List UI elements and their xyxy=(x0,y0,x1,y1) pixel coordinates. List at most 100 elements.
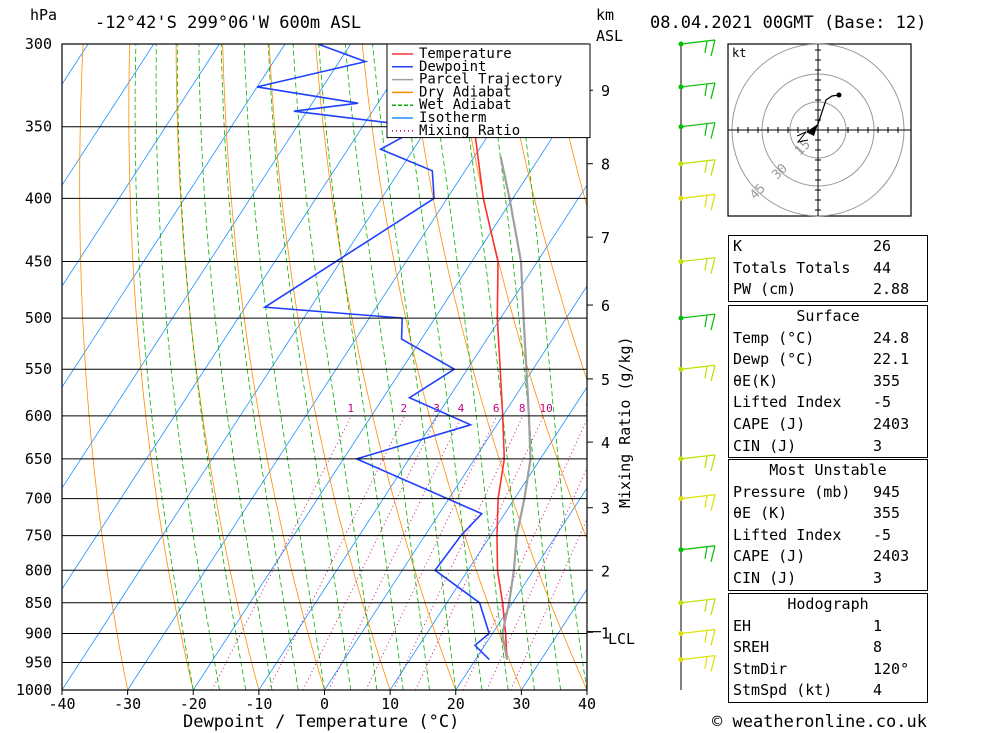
km-tick-label: 5 xyxy=(601,371,610,389)
hodograph-end-point xyxy=(836,92,842,98)
pressure-tick-label: 400 xyxy=(25,189,52,207)
lcl-label: LCL xyxy=(608,630,635,648)
legend-label: Parcel Trajectory xyxy=(419,72,562,88)
wet-adiabat-line xyxy=(372,44,457,690)
index-label: CIN (J) xyxy=(733,568,797,587)
mixing-ratio-line xyxy=(393,415,524,690)
index-value: 26 xyxy=(873,237,892,255)
x-tick-label: 10 xyxy=(381,695,399,713)
x-tick-label: -40 xyxy=(48,695,75,713)
dry-adiabat-line xyxy=(921,44,1000,690)
wind-barb xyxy=(678,39,716,57)
pressure-tick-label: 450 xyxy=(25,253,52,271)
datetime-title: 08.04.2021 00GMT (Base: 12) xyxy=(650,13,926,33)
wet-adiabat-line xyxy=(292,44,378,690)
location-title: -12°42'S 299°06'W 600m ASL xyxy=(95,13,361,33)
index-value: 24.8 xyxy=(873,328,910,347)
index-label: θE (K) xyxy=(733,504,788,523)
dry-adiabat-line xyxy=(79,44,128,690)
index-row: Pressure (mb) 945 xyxy=(729,482,927,504)
index-value: 2403 xyxy=(873,414,910,433)
isotherm-line xyxy=(455,487,587,690)
wet-adiabat-line xyxy=(318,44,404,690)
index-row: StmSpd (kt) 4 xyxy=(729,680,927,702)
dry-adiabat-line xyxy=(175,44,260,690)
wet-adiabat-line xyxy=(485,44,562,690)
km-tick-label: 8 xyxy=(601,156,610,174)
km-tick-label: 9 xyxy=(601,82,610,100)
index-label: Lifted Index xyxy=(733,393,842,412)
index-row: SREH 8 xyxy=(729,637,927,659)
pressure-tick-label: 350 xyxy=(25,118,52,136)
index-value: -5 xyxy=(873,525,892,544)
index-row: Lifted Index -5 xyxy=(729,392,927,414)
index-label: CIN (J) xyxy=(733,436,797,455)
isotherm-line xyxy=(389,386,587,690)
km-tick-label: 1 xyxy=(601,624,610,642)
mixing-ratio-line xyxy=(365,415,498,690)
index-label: Totals Totals xyxy=(733,258,851,277)
pressure-tick-label: 1000 xyxy=(16,681,52,699)
index-value: 3 xyxy=(873,436,883,455)
indices-table-surface: Surface Temp (°C) 24.8 Dewp (°C) 22.1 θE(K) 3… xyxy=(728,305,928,459)
km-label: km xyxy=(596,6,614,24)
wind-barb xyxy=(678,494,716,511)
index-value: 355 xyxy=(873,371,901,390)
index-row: Totals Totals 44 xyxy=(729,258,927,280)
index-label: CAPE (J) xyxy=(733,547,806,566)
index-value: 1 xyxy=(873,616,883,635)
mixing-ratio-line xyxy=(211,415,352,690)
hodograph-unit-label: kt xyxy=(732,46,746,60)
series-line-parcel-trajectory xyxy=(499,156,532,660)
mixing-ratio-line xyxy=(415,415,544,690)
legend-label: Mixing Ratio xyxy=(419,123,520,139)
index-value: 945 xyxy=(873,482,901,501)
wet-adiabat-line xyxy=(176,44,247,690)
pressure-tick-label: 850 xyxy=(25,594,52,612)
legend-box xyxy=(386,43,591,139)
wet-adiabat-line xyxy=(134,44,194,690)
wind-barb xyxy=(678,159,716,176)
index-value: 2.88 xyxy=(873,280,910,299)
pressure-tick-label: 500 xyxy=(25,309,52,327)
asl-label: ASL xyxy=(596,27,623,45)
indices-table-hodograph: Hodograph EH 1 SREH 8 StmDir 120° StmSpd (kt) 4 xyxy=(728,593,928,703)
index-label: Dewp (°C) xyxy=(733,350,815,369)
mixing-ratio-label: 3 xyxy=(433,402,440,415)
index-row: PW (cm) 2.88 xyxy=(729,279,927,301)
km-tick-label: 4 xyxy=(601,434,610,452)
x-tick-label: 20 xyxy=(447,695,465,713)
mixing-ratio-label: 4 xyxy=(458,402,465,415)
index-value: 3 xyxy=(873,568,883,587)
legend-label: Dry Adiabat xyxy=(419,84,512,100)
copyright[interactable]: © weatheronline.co.uk xyxy=(712,712,927,732)
mixing-ratio-label: 8 xyxy=(519,402,526,415)
mixing-ratio-line xyxy=(328,415,462,690)
pressure-tick-label: 750 xyxy=(25,527,52,545)
isotherm-line xyxy=(62,44,351,489)
index-row: Lifted Index -5 xyxy=(729,525,927,547)
wind-barb xyxy=(678,256,716,274)
wind-barb xyxy=(678,598,716,615)
mixing-ratio-label: 2 xyxy=(401,402,408,415)
indices-table-top: K 26 Totals Totals 44 PW (cm) 2.88 xyxy=(728,235,928,302)
isotherm-line xyxy=(192,83,587,690)
index-value: 8 xyxy=(873,638,883,657)
wind-barb xyxy=(678,545,716,562)
index-label: StmDir xyxy=(733,659,788,678)
mixing-ratio-label: 10 xyxy=(539,402,552,415)
index-row: StmDir 120° xyxy=(729,659,927,681)
wind-barb xyxy=(678,122,716,139)
legend-label: Dewpoint xyxy=(419,59,486,75)
legend-label: Temperature xyxy=(419,46,512,62)
pressure-tick-label: 550 xyxy=(25,360,52,378)
pressure-tick-label: 700 xyxy=(25,490,52,508)
index-value: -5 xyxy=(873,393,892,412)
wet-adiabat-line xyxy=(155,44,220,690)
x-tick-label: 0 xyxy=(320,695,329,713)
isotherm-line xyxy=(62,44,155,186)
index-row: θE(K) 355 xyxy=(729,371,927,393)
wind-barb xyxy=(678,364,716,382)
index-row: EH 1 xyxy=(729,616,927,638)
index-value: 2403 xyxy=(873,547,910,566)
